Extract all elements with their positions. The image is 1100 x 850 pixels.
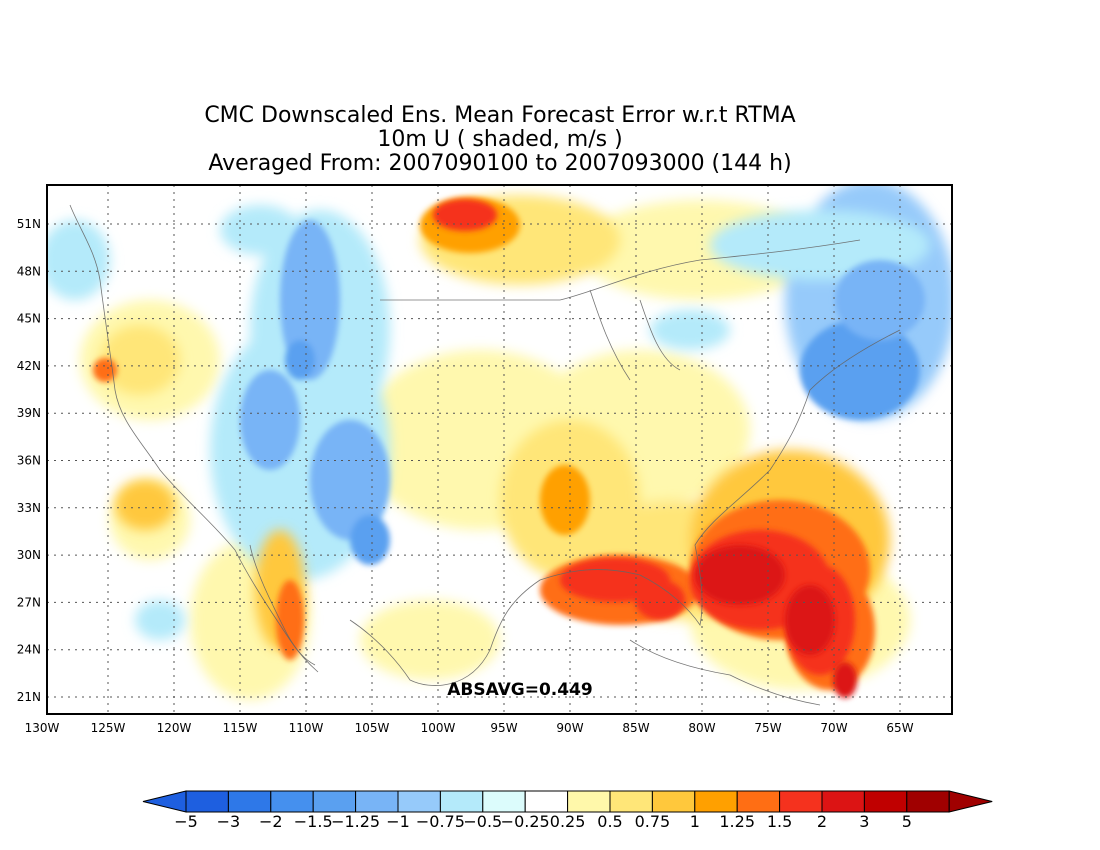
colorbar-swatch <box>439 790 484 813</box>
colorbar-swatch <box>863 790 908 813</box>
lon-label: 75W <box>754 721 781 735</box>
lon-label: 110W <box>289 721 324 735</box>
map-frame <box>46 184 953 715</box>
lat-label: 24N <box>17 643 41 657</box>
lat-label: 21N <box>17 690 41 704</box>
lon-label: 105W <box>355 721 390 735</box>
lon-label: 70W <box>820 721 847 735</box>
colorbar-swatch <box>270 790 314 813</box>
lon-label: 90W <box>556 721 583 735</box>
colorbar-label: −5 <box>174 812 198 831</box>
colorbar-swatch <box>482 790 526 813</box>
map-title-line3: Averaged From: 2007090100 to 2007093000 … <box>208 151 792 176</box>
lat-label: 45N <box>17 312 41 326</box>
lon-label: 120W <box>157 721 192 735</box>
lat-label: 51N <box>17 217 41 231</box>
lon-label: 85W <box>622 721 649 735</box>
colorbar-swatch <box>312 790 357 813</box>
map-title-line2: 10m U ( shaded, m/s ) <box>377 127 623 152</box>
colorbar-swatch <box>397 790 441 813</box>
colorbar-swatch <box>906 790 950 813</box>
colorbar-swatch <box>227 790 272 813</box>
colorbar-swatch <box>185 790 229 813</box>
lat-label: 42N <box>17 359 41 373</box>
colorbar-swatch <box>694 790 738 813</box>
absavg-annotation: ABSAVG=0.449 <box>447 680 593 700</box>
lon-label: 80W <box>688 721 715 735</box>
lat-label: 48N <box>17 264 41 278</box>
colorbar-low-arrow <box>142 790 187 813</box>
colorbar-label: 1 <box>690 812 700 831</box>
colorbar-label: −3 <box>217 812 241 831</box>
colorbar-label: −0.75 <box>416 812 465 831</box>
colorbar-swatch <box>609 790 653 813</box>
lat-label: 36N <box>17 454 41 468</box>
lat-label: 27N <box>17 595 41 609</box>
colorbar-swatch <box>567 790 611 813</box>
colorbar-label: 0.25 <box>550 812 586 831</box>
colorbar-label: −0.25 <box>501 812 550 831</box>
colorbar-label: 1.25 <box>719 812 755 831</box>
lon-label: 95W <box>490 721 517 735</box>
map-title-line1: CMC Downscaled Ens. Mean Forecast Error … <box>204 103 796 128</box>
colorbar-label: 0.5 <box>597 812 622 831</box>
lon-label: 100W <box>421 721 456 735</box>
lat-label: 30N <box>17 548 41 562</box>
lat-label: 39N <box>17 406 41 420</box>
colorbar-high-arrow <box>948 790 993 813</box>
colorbar-label: −1.5 <box>294 812 333 831</box>
shaded-field <box>47 185 952 714</box>
colorbar-label: 3 <box>859 812 869 831</box>
colorbar-swatch <box>821 790 865 813</box>
lon-label: 130W <box>25 721 60 735</box>
lon-label: 125W <box>91 721 126 735</box>
colorbar-label: −0.5 <box>463 812 502 831</box>
colorbar-label: −1.25 <box>331 812 380 831</box>
lon-label: 65W <box>886 721 913 735</box>
colorbar-swatch <box>524 790 569 813</box>
lon-label: 115W <box>223 721 258 735</box>
colorbar-swatch <box>651 790 696 813</box>
colorbar-swatch <box>355 790 399 813</box>
colorbar-label: 0.75 <box>635 812 671 831</box>
lat-label: 33N <box>17 501 41 515</box>
colorbar-label: 1.5 <box>767 812 792 831</box>
colorbar-label: 2 <box>817 812 827 831</box>
colorbar-label: 5 <box>902 812 912 831</box>
colorbar-swatch <box>779 790 823 813</box>
colorbar-swatch <box>736 790 781 813</box>
colorbar-label: −1 <box>386 812 410 831</box>
colorbar-label: −2 <box>259 812 283 831</box>
